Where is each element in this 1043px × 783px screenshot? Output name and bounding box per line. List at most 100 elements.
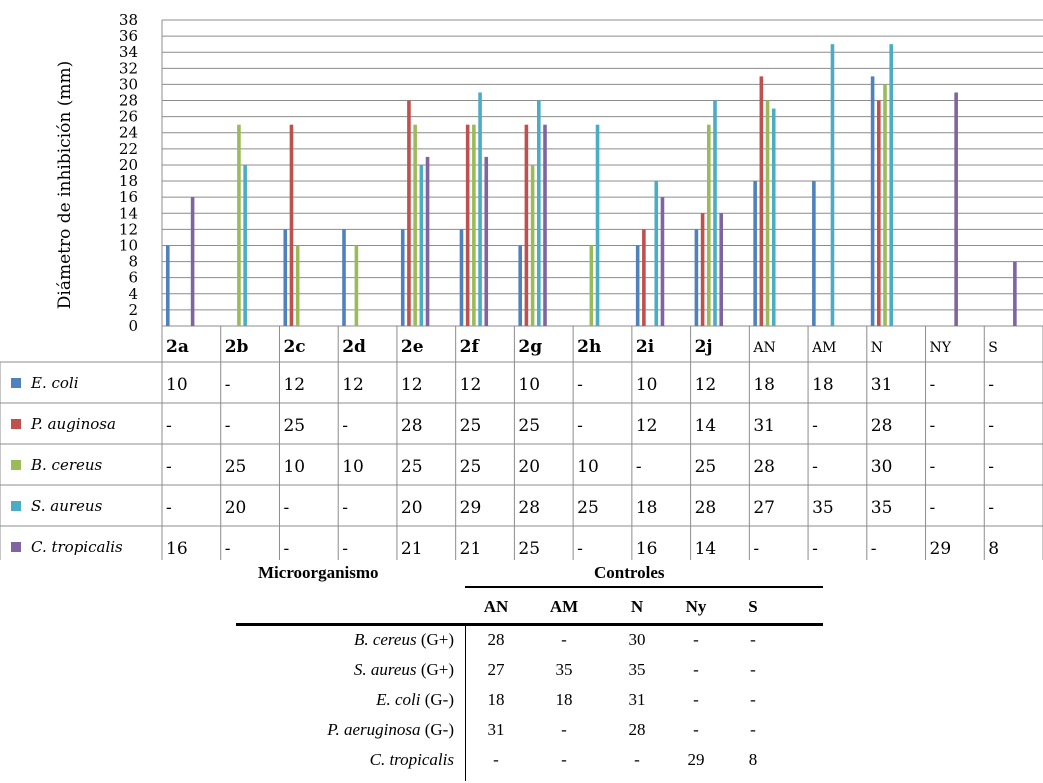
bar (759, 76, 764, 326)
controls-column-header: Ny (685, 597, 707, 616)
bar (543, 124, 547, 327)
controls-row-label: B. cereus (G+) (236, 630, 454, 650)
bar (589, 245, 594, 326)
table-cell: - (342, 498, 348, 518)
controls-cell: - (561, 750, 567, 769)
controls-cell: - (750, 660, 756, 679)
controls-cell: - (493, 750, 499, 769)
y-tick-label: 6 (128, 269, 138, 287)
y-tick-label: 38 (119, 11, 138, 29)
bar (883, 84, 887, 326)
legend-swatch (11, 378, 21, 388)
controls-cell: 28 (628, 720, 646, 739)
microorganism-header: Microorganismo (258, 563, 379, 582)
controls-cell: 18 (487, 690, 505, 709)
table-cell: - (988, 375, 994, 395)
table-cell: - (577, 539, 583, 559)
gram-suffix: (G+) (416, 660, 454, 679)
table-cell: 27 (753, 498, 775, 518)
category-label: S (988, 340, 998, 356)
table-cell: 12 (283, 375, 305, 395)
bar (694, 229, 699, 326)
controls-cell: 18 (555, 690, 573, 709)
bar (830, 44, 835, 326)
category-label: 2i (636, 337, 655, 357)
controls-cell: 30 (628, 630, 646, 649)
table-cell: - (636, 457, 642, 477)
bar (465, 124, 470, 327)
table-cell: 28 (695, 498, 717, 518)
bar (425, 156, 430, 326)
table-cell: 21 (460, 539, 482, 559)
table-cell: 12 (636, 416, 658, 436)
controls-column-header: N (630, 597, 644, 616)
category-label: 2j (695, 337, 713, 357)
bar (237, 124, 241, 327)
table-cell: - (283, 539, 289, 559)
category-label: 2h (577, 337, 601, 357)
category-label: 2b (225, 337, 249, 357)
controls-cell: - (750, 690, 756, 709)
y-tick-label: 22 (119, 140, 138, 158)
table-cell: - (342, 539, 348, 559)
table-cell: 20 (225, 498, 247, 518)
table-cell: 29 (930, 539, 952, 559)
bar (1013, 261, 1017, 326)
table-cell: 20 (518, 457, 540, 477)
bar (190, 197, 195, 326)
table-cell: 12 (460, 375, 482, 395)
y-tick-label: 14 (119, 204, 138, 222)
table-cell: - (283, 498, 289, 518)
gram-suffix: (G+) (416, 630, 454, 649)
table-cell: 35 (871, 498, 893, 518)
table-cell: - (166, 498, 172, 518)
bar (707, 124, 711, 327)
table-cell: - (166, 416, 172, 436)
bar (478, 92, 482, 326)
table-cell: 10 (577, 457, 599, 477)
bar (771, 108, 776, 326)
legend-swatch (11, 419, 21, 429)
legend-label: E. coli (30, 374, 79, 392)
category-label: 2a (166, 337, 189, 357)
table-cell: 10 (636, 375, 658, 395)
bar (400, 229, 405, 326)
controls-cell: - (634, 750, 640, 769)
table-cell: 18 (753, 375, 775, 395)
legend-label: S. aureus (31, 497, 103, 515)
table-cell: 16 (166, 539, 188, 559)
table-cell: 10 (518, 375, 540, 395)
table-cell: 25 (518, 416, 540, 436)
gridlines (161, 19, 1043, 327)
controls-row-label: S. aureus (G+) (236, 660, 454, 680)
category-label: 2c (283, 337, 305, 357)
gram-suffix: (G-) (420, 720, 454, 739)
controls-cell: - (561, 720, 567, 739)
bar (289, 124, 294, 327)
table-cell: 31 (753, 416, 775, 436)
bar (419, 164, 424, 326)
table-cell: - (812, 457, 818, 477)
table-cell: 10 (283, 457, 305, 477)
table-cell: 30 (871, 457, 893, 477)
y-tick-label: 20 (119, 156, 138, 174)
bar (719, 213, 723, 326)
legend-swatch (11, 501, 21, 511)
bar (484, 156, 489, 326)
controls-column-header: S (748, 597, 758, 616)
bar (413, 124, 417, 327)
table-cell: - (577, 375, 583, 395)
bar (642, 229, 646, 326)
table-cell: - (577, 416, 583, 436)
bar (713, 100, 717, 327)
table-cell: 28 (518, 498, 540, 518)
bar (283, 229, 288, 326)
y-tick-label: 18 (119, 172, 138, 190)
organism-name: S. aureus (353, 660, 417, 679)
table-cell: 25 (225, 457, 247, 477)
legend-label: P. auginosa (30, 415, 116, 433)
bar (530, 164, 535, 326)
organism-name: B. cereus (353, 630, 417, 649)
table-cell: - (930, 457, 936, 477)
bar (889, 44, 893, 326)
